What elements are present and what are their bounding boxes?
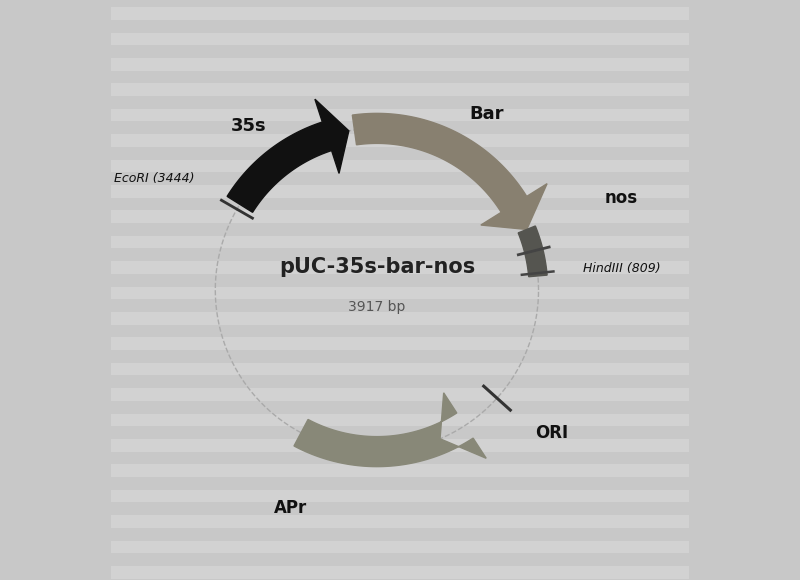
Polygon shape — [294, 393, 486, 467]
Bar — [111, 388, 689, 401]
Bar — [111, 515, 689, 528]
Bar — [111, 160, 689, 172]
Bar — [111, 287, 689, 299]
Text: pUC-35s-bar-nos: pUC-35s-bar-nos — [278, 257, 475, 277]
Bar — [111, 109, 689, 121]
Bar — [111, 541, 689, 553]
Bar — [111, 566, 689, 579]
Bar — [111, 185, 689, 198]
Bar — [111, 7, 689, 20]
Text: nos: nos — [605, 188, 638, 206]
Text: Bar: Bar — [470, 105, 504, 123]
Bar — [111, 312, 689, 325]
Text: EcoRI (3444): EcoRI (3444) — [114, 172, 194, 186]
Polygon shape — [518, 226, 547, 277]
Bar — [111, 414, 689, 426]
Bar — [111, 465, 689, 477]
Bar — [111, 490, 689, 502]
Bar — [111, 32, 689, 45]
Text: ORI: ORI — [535, 424, 568, 442]
Polygon shape — [227, 99, 349, 212]
Bar — [111, 211, 689, 223]
Polygon shape — [352, 113, 547, 230]
Bar — [111, 235, 689, 248]
Bar — [111, 134, 689, 147]
Bar — [111, 338, 689, 350]
Bar — [111, 362, 689, 375]
Text: 3917 bp: 3917 bp — [348, 300, 406, 314]
Bar — [111, 58, 689, 71]
Text: 35s: 35s — [231, 117, 266, 135]
Bar — [111, 439, 689, 452]
Text: APr: APr — [274, 499, 307, 517]
Text: HindIII (809): HindIII (809) — [583, 262, 661, 275]
Bar — [111, 84, 689, 96]
Bar — [111, 261, 689, 274]
